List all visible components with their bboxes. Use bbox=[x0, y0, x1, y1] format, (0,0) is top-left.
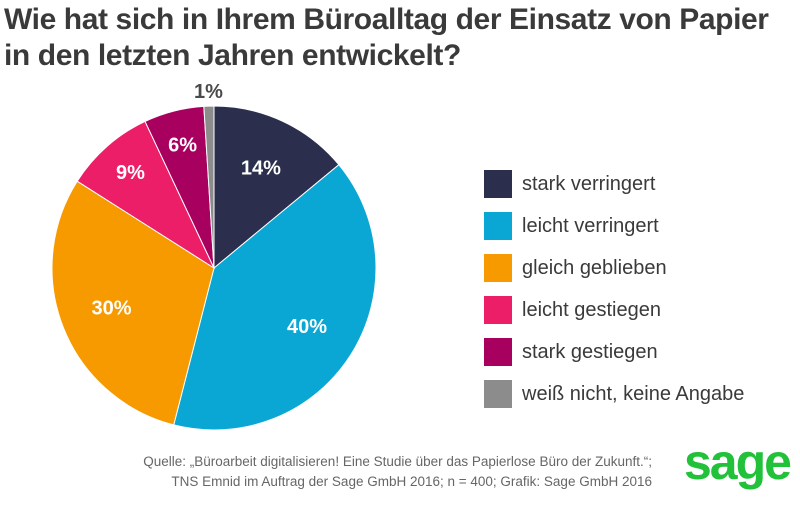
legend-label: stark verringert bbox=[522, 172, 656, 195]
legend-label: leicht verringert bbox=[522, 214, 659, 237]
legend-label: stark gestiegen bbox=[522, 340, 658, 363]
legend-swatch bbox=[484, 296, 512, 324]
pie-slice-2 bbox=[173, 164, 377, 431]
legend-swatch bbox=[484, 380, 512, 408]
legend-item-1: stark verringert bbox=[484, 170, 744, 198]
source-note: Quelle: „Büroarbeit digitalisieren! Eine… bbox=[20, 452, 652, 492]
chart-title-line-1: Wie hat sich in Ihrem Büroalltag der Ein… bbox=[4, 3, 769, 36]
pie-slice-6 bbox=[203, 105, 215, 269]
chart-legend: stark verringert leicht verringert gleich … bbox=[484, 170, 744, 422]
pie-slice-label-3: 30% bbox=[92, 298, 132, 320]
legend-item-4: leicht gestiegen bbox=[484, 296, 744, 324]
source-line-2: TNS Emnid im Auftrag der Sage GmbH 2016;… bbox=[171, 474, 652, 489]
legend-swatch bbox=[484, 254, 512, 282]
pie-slice-3 bbox=[51, 180, 215, 426]
legend-item-3: gleich geblieben bbox=[484, 254, 744, 282]
pie-slice-label-1: 14% bbox=[241, 157, 281, 179]
pie-slice-label-6: 1% bbox=[194, 81, 223, 103]
pie-slice-1 bbox=[213, 105, 340, 270]
legend-label: weiß nicht, keine Angabe bbox=[522, 382, 745, 405]
pie-slice-label-4: 9% bbox=[116, 162, 145, 184]
pie-slice-label-5: 6% bbox=[168, 135, 197, 157]
pie-slice-label-2: 40% bbox=[287, 316, 327, 338]
pie-slice-4 bbox=[76, 120, 216, 270]
legend-label: leicht gestiegen bbox=[522, 298, 661, 321]
legend-item-2: leicht verringert bbox=[484, 212, 744, 240]
sage-logo: sage bbox=[684, 434, 792, 490]
legend-swatch bbox=[484, 170, 512, 198]
legend-swatch bbox=[484, 212, 512, 240]
pie-chart: 14% 40% 30% 9% 6% 1% bbox=[51, 81, 377, 431]
chart-title: Wie hat sich in Ihrem Büroalltag der Ein… bbox=[4, 2, 794, 74]
chart-title-line-2: in den letzten Jahren entwickelt? bbox=[4, 39, 461, 72]
legend-swatch bbox=[484, 338, 512, 366]
legend-label: gleich geblieben bbox=[522, 256, 667, 279]
legend-item-5: stark gestiegen bbox=[484, 338, 744, 366]
legend-item-6: weiß nicht, keine Angabe bbox=[484, 380, 744, 408]
source-line-1: Quelle: „Büroarbeit digitalisieren! Eine… bbox=[143, 454, 652, 469]
